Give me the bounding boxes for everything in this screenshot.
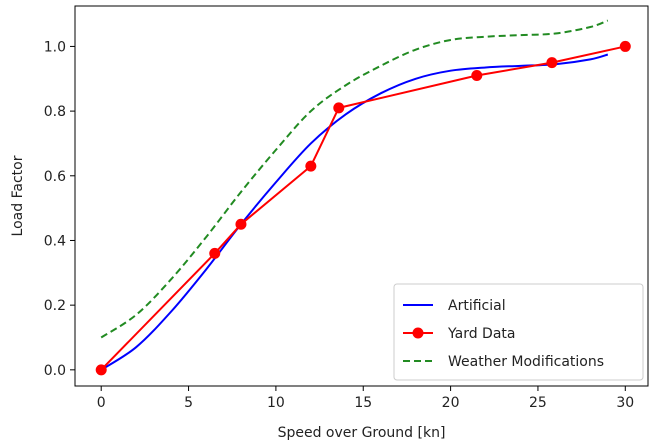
y-axis: 0.0 0.2 0.4 0.6 0.8 1.0 bbox=[44, 39, 75, 378]
x-tick-label: 10 bbox=[267, 395, 285, 411]
data-point-yard-data bbox=[333, 102, 344, 113]
x-tick-label: 5 bbox=[184, 395, 193, 411]
legend-label-yard-data: Yard Data bbox=[447, 326, 515, 342]
x-tick-label: 25 bbox=[529, 395, 547, 411]
data-point-yard-data bbox=[471, 70, 482, 81]
data-point-yard-data bbox=[620, 41, 631, 52]
legend: Artificial Yard Data Weather Modifications bbox=[394, 284, 643, 380]
y-tick-label: 0.4 bbox=[44, 233, 66, 249]
legend-label-artificial: Artificial bbox=[448, 298, 506, 314]
x-axis-title: Speed over Ground [kn] bbox=[278, 425, 446, 441]
y-tick-label: 0.8 bbox=[44, 104, 66, 120]
y-axis-title: Load Factor bbox=[10, 155, 26, 236]
data-point-yard-data bbox=[305, 161, 316, 172]
y-tick-label: 0.6 bbox=[44, 169, 66, 185]
data-point-yard-data bbox=[235, 219, 246, 230]
legend-marker-yard-data bbox=[413, 328, 424, 339]
legend-label-weather-modifications: Weather Modifications bbox=[448, 354, 604, 370]
x-tick-label: 30 bbox=[616, 395, 634, 411]
y-tick-label: 1.0 bbox=[44, 39, 66, 55]
x-tick-label: 15 bbox=[354, 395, 372, 411]
x-axis: 0 5 10 15 20 25 30 bbox=[97, 386, 634, 411]
y-tick-label: 0.0 bbox=[44, 363, 66, 379]
data-point-yard-data bbox=[546, 57, 557, 68]
data-point-yard-data bbox=[96, 364, 107, 375]
x-tick-label: 0 bbox=[97, 395, 106, 411]
y-tick-label: 0.2 bbox=[44, 298, 66, 314]
x-tick-label: 20 bbox=[442, 395, 460, 411]
data-point-yard-data bbox=[209, 248, 220, 259]
